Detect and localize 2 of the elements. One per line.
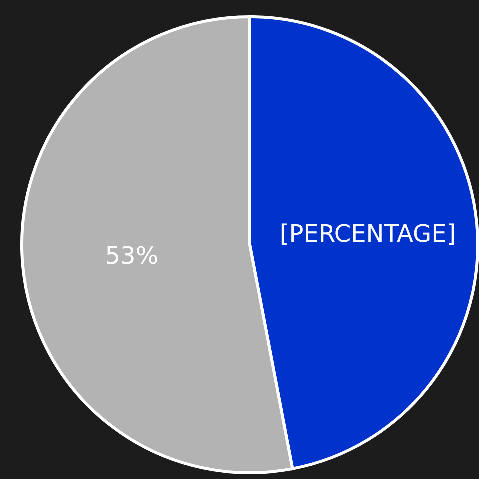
data-label: [PERCENTAGE] xyxy=(280,220,456,248)
data-label: 53% xyxy=(105,242,159,270)
